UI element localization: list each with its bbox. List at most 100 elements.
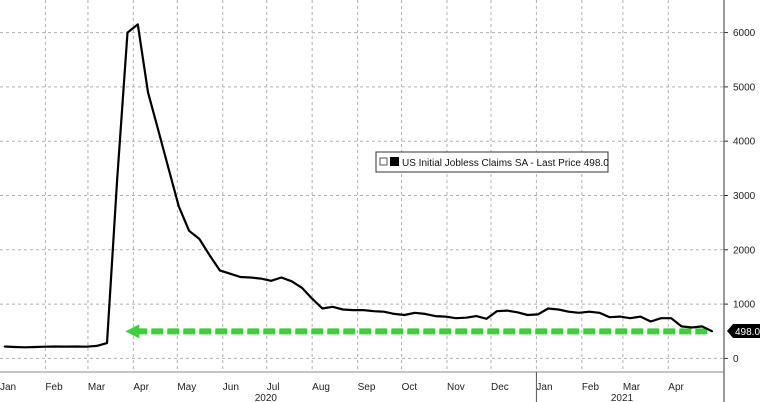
x-tick-label: Aug xyxy=(312,382,330,393)
data-point xyxy=(383,310,385,313)
data-point xyxy=(557,308,560,311)
data-point xyxy=(578,312,580,314)
data-point xyxy=(290,280,293,283)
data-point xyxy=(331,306,334,308)
data-point xyxy=(372,310,375,312)
data-point xyxy=(485,317,488,320)
data-point xyxy=(198,238,201,240)
data-point xyxy=(342,308,344,311)
data-point xyxy=(496,310,498,312)
y-tick-label: 5000 xyxy=(733,82,756,93)
series-layer xyxy=(3,23,714,349)
x-tick-label: Feb xyxy=(582,382,600,393)
data-point xyxy=(167,167,170,170)
data-point xyxy=(434,315,437,317)
data-point xyxy=(239,276,242,278)
data-point xyxy=(65,345,67,348)
x-tick-label: Feb xyxy=(45,382,63,393)
data-point xyxy=(3,345,6,348)
data-point xyxy=(598,312,601,314)
reference-arrowhead xyxy=(125,324,140,339)
data-point xyxy=(157,129,160,132)
last-price-tag-label: 498.0 xyxy=(735,327,760,338)
data-point xyxy=(95,345,98,347)
data-point xyxy=(311,297,313,300)
reference-line-layer xyxy=(125,324,711,339)
data-point xyxy=(54,345,57,348)
data-point xyxy=(403,314,406,316)
legend-label: US Initial Jobless Claims SA - Last Pric… xyxy=(402,158,609,169)
data-point xyxy=(44,345,47,348)
year-label: 2021 xyxy=(611,393,634,402)
data-point xyxy=(126,31,129,34)
data-point xyxy=(424,313,426,315)
x-tick-label: Jan xyxy=(0,382,16,393)
data-point xyxy=(660,317,662,320)
last-price-tag-bg xyxy=(727,324,760,338)
data-point xyxy=(547,307,549,310)
data-point xyxy=(526,314,529,316)
data-point xyxy=(280,276,283,279)
data-point xyxy=(537,313,539,316)
y-tick-label: 4000 xyxy=(733,137,756,148)
data-point xyxy=(178,205,180,208)
x-tick-label: Jan xyxy=(536,382,552,393)
data-point xyxy=(321,307,324,310)
data-point xyxy=(506,309,508,312)
data-point xyxy=(619,315,621,318)
data-point xyxy=(670,317,673,320)
data-point xyxy=(639,315,642,318)
data-point xyxy=(136,23,139,26)
chart-legend: US Initial Jobless Claims SA - Last Pric… xyxy=(375,151,609,173)
x-tick-label: Apr xyxy=(668,382,684,393)
data-point xyxy=(629,317,632,320)
data-point xyxy=(229,272,231,275)
x-tick-label: May xyxy=(177,382,196,393)
year-label: 2020 xyxy=(255,393,278,402)
data-point xyxy=(711,330,714,333)
x-tick-label: Apr xyxy=(133,382,149,393)
legend-toggle-icon xyxy=(379,157,388,166)
data-point xyxy=(465,316,467,319)
data-point xyxy=(588,310,590,313)
data-point xyxy=(690,326,693,329)
data-point xyxy=(393,313,396,315)
data-point xyxy=(208,254,211,257)
x-tick-label: Dec xyxy=(491,382,509,393)
x-tick-label: Jun xyxy=(223,382,239,393)
y-tick-label: 1000 xyxy=(733,300,756,311)
data-point xyxy=(444,315,447,318)
data-point xyxy=(147,91,149,94)
data-point xyxy=(475,315,478,317)
last-price-tag: 498.0 xyxy=(727,324,760,338)
data-point xyxy=(106,342,108,344)
y-tick-label: 0 xyxy=(733,354,739,365)
x-tick-label: Oct xyxy=(402,382,418,393)
grid-layer xyxy=(0,0,724,372)
data-point xyxy=(362,309,365,311)
data-point xyxy=(85,345,88,348)
data-point xyxy=(270,279,272,282)
data-point xyxy=(680,325,683,328)
data-point xyxy=(260,277,262,280)
legend-swatch xyxy=(390,157,399,166)
x-tick-label: Nov xyxy=(447,382,465,393)
data-point xyxy=(454,317,457,320)
legend-box xyxy=(375,151,609,173)
data-point xyxy=(352,309,355,311)
series-line xyxy=(4,23,713,349)
x-tick-label: Mar xyxy=(88,382,106,393)
data-point xyxy=(13,346,16,348)
data-point xyxy=(413,312,416,314)
y-tick-label: 3000 xyxy=(733,191,756,202)
data-point xyxy=(24,346,26,349)
data-point xyxy=(701,325,703,328)
data-point xyxy=(249,276,252,279)
data-point xyxy=(188,230,190,232)
y-tick-label: 2000 xyxy=(733,245,756,256)
y-tick-label: 6000 xyxy=(733,28,756,39)
data-point xyxy=(219,269,221,272)
data-point xyxy=(116,178,119,180)
